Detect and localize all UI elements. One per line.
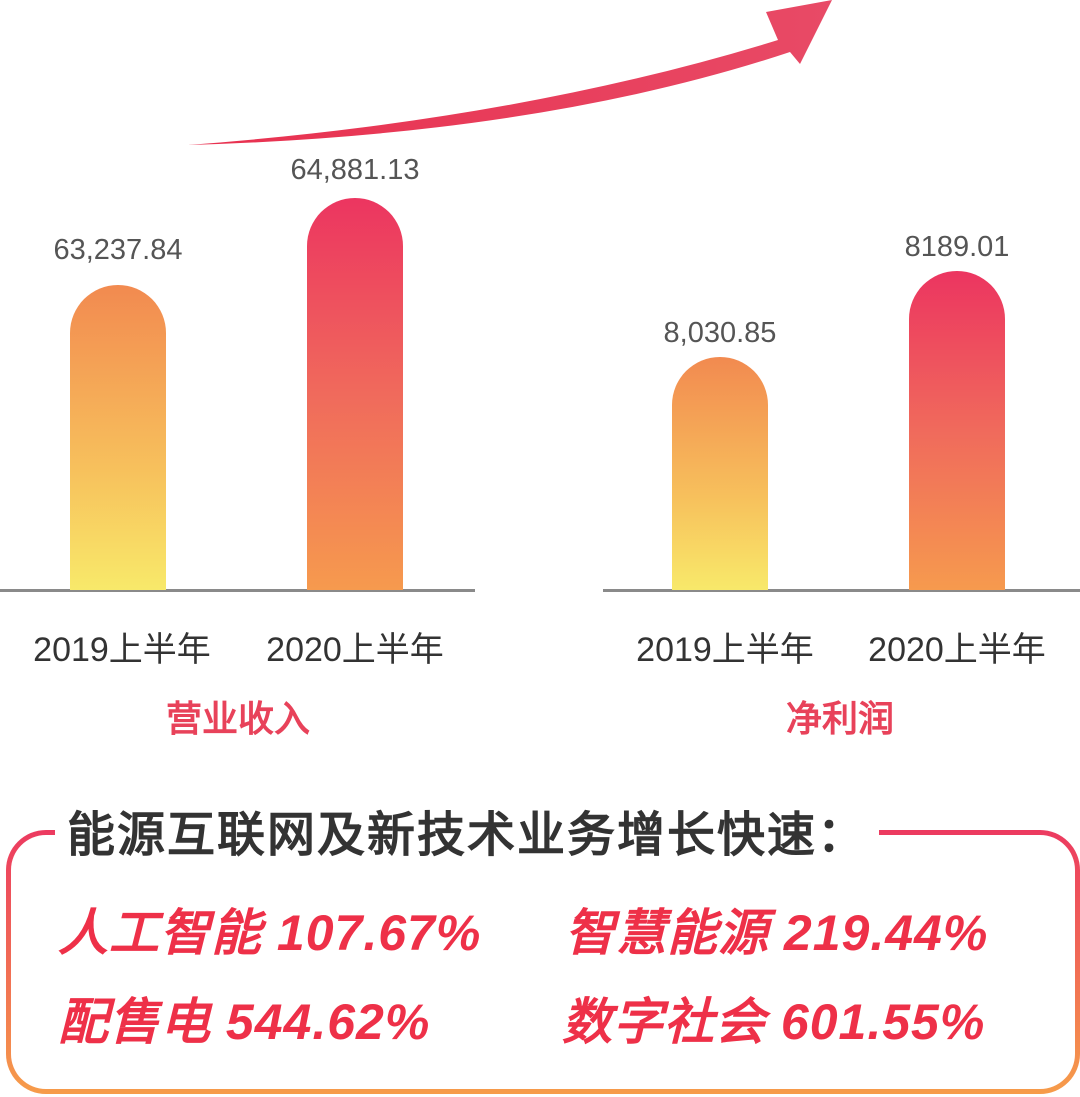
item-value: 601.55% [780, 994, 986, 1050]
tick-label: 2020上半年 [868, 631, 1046, 669]
x-axis [0, 589, 475, 592]
item-label: 智慧能源 [565, 905, 769, 961]
tick-label: 2019上半年 [636, 631, 814, 669]
data-label: 63,237.84 [53, 234, 183, 266]
data-label: 8189.01 [904, 231, 1010, 263]
bar-profit-2020 [909, 271, 1005, 590]
item-label: 配售电 [58, 994, 211, 1050]
growth-item: 人工智能 107.67% [58, 893, 481, 965]
growth-heading: 能源互联网及新技术业务增长快速： [55, 795, 880, 865]
item-value: 107.67% [276, 905, 482, 961]
tick-label: 2020上半年 [266, 631, 444, 669]
growth-box [6, 830, 1080, 1094]
item-label: 人工智能 [58, 905, 262, 961]
growth-item: 数字社会 601.55% [562, 982, 985, 1054]
growth-item: 配售电 544.62% [58, 982, 430, 1054]
growth-item: 智慧能源 219.44% [565, 893, 988, 965]
item-value: 544.62% [225, 994, 431, 1050]
growth-arrow-icon [188, 0, 832, 145]
bar-revenue-2019 [70, 285, 166, 590]
data-label: 8,030.85 [663, 317, 777, 349]
chart-title: 净利润 [785, 698, 894, 739]
x-axis [603, 589, 1080, 592]
bar-revenue-2020 [307, 198, 403, 590]
data-label: 64,881.13 [290, 154, 420, 186]
item-value: 219.44% [783, 905, 989, 961]
chart-title: 营业收入 [165, 698, 310, 739]
item-label: 数字社会 [562, 994, 766, 1050]
tick-label: 2019上半年 [33, 631, 211, 669]
bar-profit-2019 [672, 357, 768, 590]
